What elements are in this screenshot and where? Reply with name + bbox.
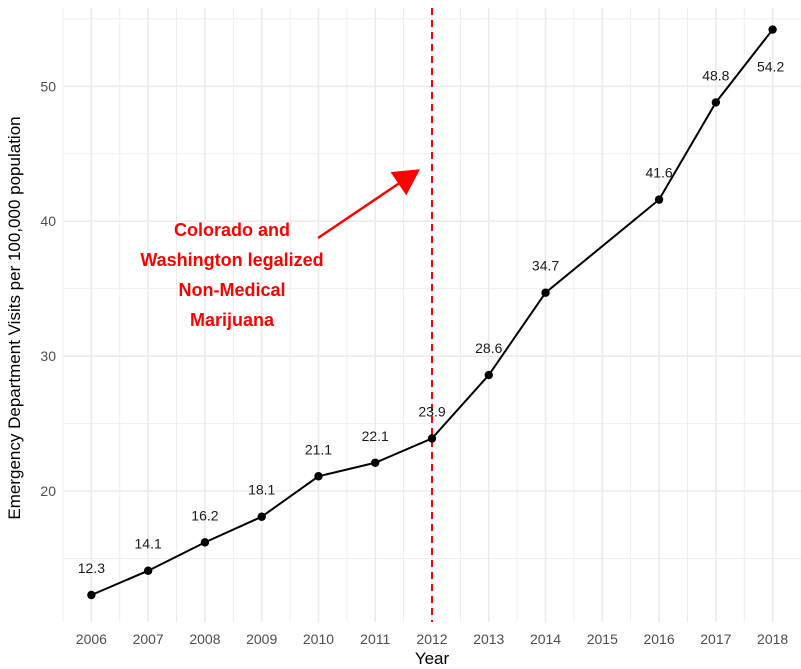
data-point xyxy=(484,370,493,380)
x-tick-label: 2007 xyxy=(133,631,164,647)
data-label: 18.1 xyxy=(248,482,275,498)
x-tick-label: 2008 xyxy=(189,631,220,647)
data-point xyxy=(87,590,96,600)
data-label: 22.1 xyxy=(362,428,389,444)
x-tick-label: 2017 xyxy=(700,631,731,647)
x-tick-label: 2010 xyxy=(303,631,334,647)
data-label: 41.6 xyxy=(645,165,672,181)
x-axis-title: Year xyxy=(415,649,450,668)
x-tick-label: 2011 xyxy=(360,631,390,647)
data-label: 23.9 xyxy=(418,403,445,419)
y-tick-label: 40 xyxy=(40,213,56,229)
y-axis-title: Emergency Department Visits per 100,000 … xyxy=(5,116,24,519)
data-point xyxy=(257,512,266,521)
annotation-text: Marijuana xyxy=(190,310,275,330)
y-tick-label: 20 xyxy=(40,483,56,499)
annotation-group: Colorado and Washington legalized Non-Medi… xyxy=(140,169,420,330)
series-line xyxy=(90,28,774,596)
data-point xyxy=(427,434,437,443)
data-label: 28.6 xyxy=(475,340,502,356)
x-tick-label: 2015 xyxy=(587,631,618,647)
data-label: 12.3 xyxy=(78,560,105,576)
data-label: 14.1 xyxy=(135,536,162,552)
y-tick-label: 30 xyxy=(40,348,56,364)
grid xyxy=(62,8,801,622)
x-tick-label: 2009 xyxy=(246,631,277,647)
x-tick-label: 2006 xyxy=(76,631,107,647)
data-label: 16.2 xyxy=(191,507,218,523)
x-tick-label: 2014 xyxy=(530,631,561,647)
annotation-arrow-shaft xyxy=(317,182,400,240)
data-label: 21.1 xyxy=(305,441,332,457)
data-point xyxy=(654,195,664,204)
data-label: 54.2 xyxy=(757,59,784,75)
data-point xyxy=(200,538,210,547)
data-point xyxy=(314,472,323,481)
data-label: 48.8 xyxy=(702,67,729,83)
data-labels: 12.3 14.1 16.2 18.1 21.1 22.1 23.9 28.6 34.7 41.6… xyxy=(78,59,785,576)
annotation-text: Washington legalized xyxy=(140,250,323,270)
data-label: 34.7 xyxy=(532,258,559,274)
data-point xyxy=(371,458,380,467)
series xyxy=(87,25,777,600)
x-tick-label: 2016 xyxy=(643,631,674,647)
annotation-arrow-head xyxy=(390,169,420,196)
x-tick-label: 2012 xyxy=(416,631,447,647)
data-point xyxy=(711,98,721,107)
y-tick-label: 50 xyxy=(40,78,56,94)
x-tick-label: 2018 xyxy=(757,631,788,647)
annotation-text: Non-Medical xyxy=(178,280,285,300)
data-point xyxy=(143,566,153,575)
annotation-text: Colorado and xyxy=(174,220,290,240)
axis-ticks: 2006 2007 2008 2009 2010 2011 2012 2013 2014 2015… xyxy=(40,78,788,647)
data-point xyxy=(541,288,550,297)
x-tick-label: 2013 xyxy=(473,631,504,647)
data-point xyxy=(768,25,777,34)
